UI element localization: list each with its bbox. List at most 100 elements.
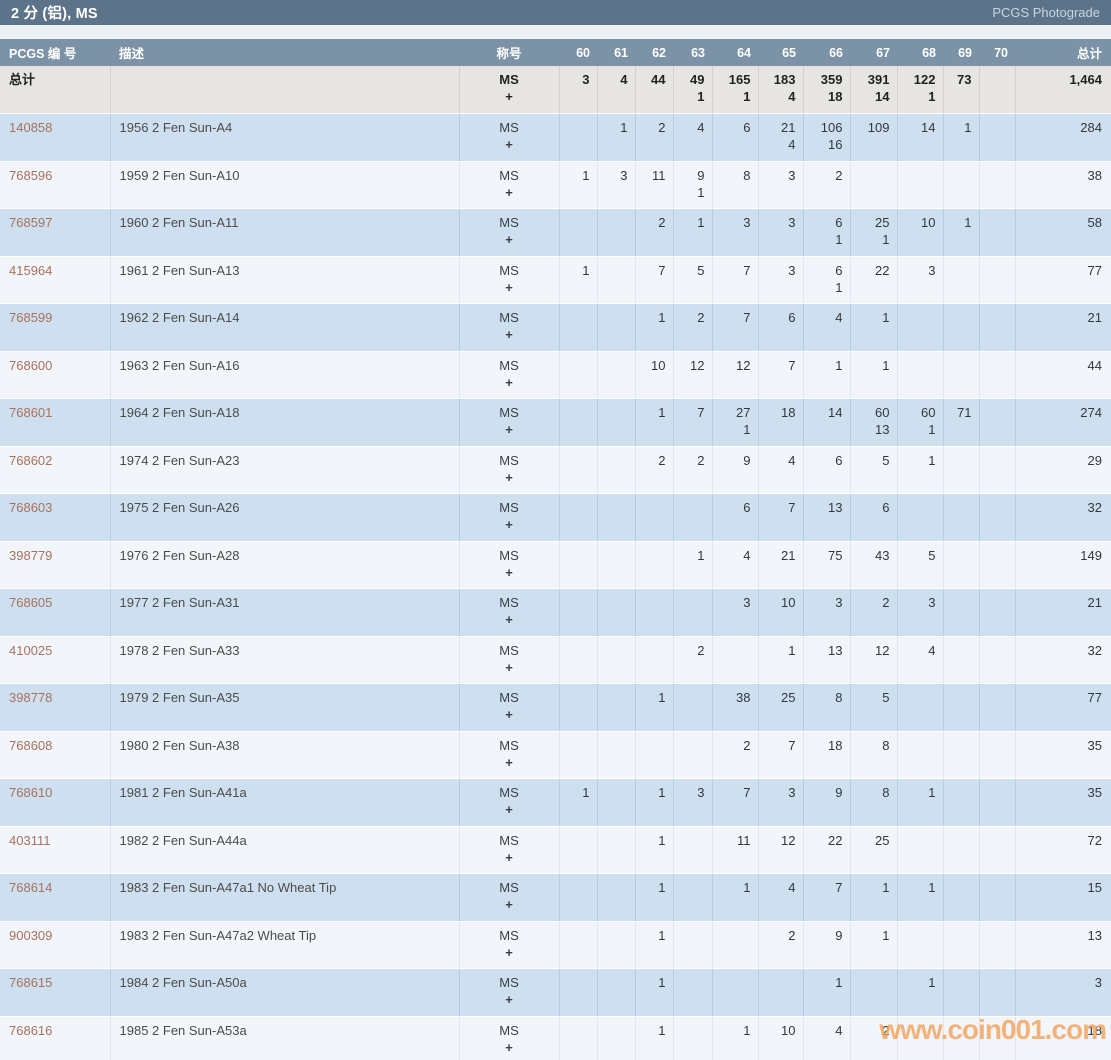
grade-63-cell: 1 — [672, 208, 712, 257]
row-total: 77 — [1014, 683, 1111, 732]
grade-ms-count — [981, 832, 1008, 849]
row-total: 15 — [1014, 873, 1111, 922]
grade-ms-count: 1 — [658, 927, 666, 943]
grade-61-cell — [596, 208, 635, 257]
designation-ms-label: MS — [499, 547, 519, 563]
grade-60-cell — [558, 113, 597, 162]
grade-67-cell: 60 13 — [849, 398, 897, 447]
pcgs-number-link[interactable]: 900309 — [9, 927, 53, 943]
pcgs-number-link[interactable]: 768615 — [9, 975, 53, 990]
grade-plus-count — [714, 991, 751, 1008]
grade-plus-count — [805, 611, 843, 628]
grade-ms-count: 25 — [875, 215, 890, 230]
pcgs-number-link[interactable]: 768596 — [9, 167, 53, 183]
grade-ms-count — [760, 974, 796, 991]
grade-plus-count — [561, 516, 590, 533]
grade-plus-count — [599, 1039, 628, 1056]
grade-64-cell: 3 — [711, 208, 758, 257]
grade-plus-count — [899, 374, 936, 391]
grade-plus-count — [561, 88, 590, 105]
coin-description: 1978 2 Fen Sun-A33 — [109, 636, 459, 684]
grade-plus-count — [599, 231, 628, 248]
pcgs-number-link[interactable]: 768614 — [9, 880, 53, 895]
pcgs-number-link[interactable]: 415964 — [9, 262, 53, 278]
table-row: 768608 1980 2 Fen Sun-A38 MS +2 7 18 8 35 — [0, 731, 1111, 779]
coin-description: 1983 2 Fen Sun-A47a2 Wheat Tip — [109, 921, 459, 969]
pcgs-number-link[interactable]: 768610 — [9, 785, 53, 800]
grade-plus-count — [599, 896, 628, 913]
pcgs-number-link[interactable]: 768608 — [9, 737, 53, 753]
photograde-link[interactable]: PCGS Photograde — [992, 5, 1100, 20]
grade-63-cell: 3 — [672, 778, 712, 827]
grade-70-cell — [978, 683, 1015, 732]
table-row: 768599 1962 2 Fen Sun-A14 MS +1 2 7 6 4 1 21 — [0, 303, 1111, 352]
grade-ms-count — [675, 1022, 705, 1039]
grade-ms-count — [561, 1022, 590, 1039]
pcgs-number-cell: 768599 — [0, 303, 110, 352]
grade-ms-count — [561, 737, 590, 754]
grade-plus-count — [675, 706, 705, 723]
grade-ms-count — [675, 927, 705, 944]
grade-69-cell — [942, 826, 979, 874]
grade-64-cell: 9 — [711, 446, 758, 494]
grade-ms-count: 5 — [928, 547, 936, 563]
table-row: 398779 1976 2 Fen Sun-A28 MS +1 4 21 75 43 5 149 — [0, 541, 1111, 589]
grade-plus-count — [945, 991, 972, 1008]
grade-plus-count — [899, 184, 936, 201]
pcgs-number-link[interactable]: 768600 — [9, 357, 53, 373]
grade-66-cell: 13 — [802, 636, 850, 684]
grade-plus-count — [945, 231, 972, 248]
grade-plus-count — [561, 184, 590, 201]
pcgs-number-link[interactable]: 140858 — [9, 120, 53, 135]
grade-ms-count — [981, 119, 1008, 136]
grade-plus-count — [852, 374, 890, 391]
pcgs-number-link[interactable]: 768605 — [9, 595, 53, 610]
grade-68-cell — [896, 351, 943, 399]
designation-ms-label: MS — [499, 975, 519, 990]
grade-plus-count — [805, 421, 843, 438]
pcgs-number-link[interactable]: 768603 — [9, 500, 53, 515]
grade-ms-count: 1 — [658, 975, 666, 990]
grade-ms-count: 2 — [697, 310, 705, 325]
pcgs-number-link[interactable]: 768602 — [9, 452, 53, 468]
grade-plus-count — [945, 564, 972, 581]
pcgs-number-link[interactable]: 768597 — [9, 215, 53, 230]
designation-ms-label: MS — [499, 832, 519, 848]
grade-plus-count — [981, 184, 1008, 201]
grade-69-cell — [942, 351, 979, 399]
pcgs-number-link[interactable]: 768616 — [9, 1022, 53, 1038]
grade-62-cell: 1 — [634, 303, 673, 352]
pcgs-number-link[interactable]: 403111 — [9, 832, 51, 848]
grade-ms-count — [945, 167, 972, 184]
grade-plus-count — [852, 706, 890, 723]
grade-ms-count — [981, 547, 1008, 564]
grade-69-cell: 73 — [942, 66, 979, 114]
grade-plus-count — [637, 184, 666, 201]
grade-plus-count — [714, 944, 751, 961]
grade-ms-count: 1 — [697, 215, 705, 230]
grade-64-cell: 38 — [711, 683, 758, 732]
pcgs-number-link[interactable]: 768599 — [9, 310, 53, 325]
grade-62-cell: 1 — [634, 826, 673, 874]
grade-plus-count — [805, 754, 843, 771]
grade-plus-count — [561, 611, 590, 628]
grade-62-cell: 11 — [634, 161, 673, 209]
coin-description: 1956 2 Fen Sun-A4 — [109, 113, 459, 162]
grade-64-cell: 3 — [711, 588, 758, 637]
pcgs-number-link[interactable]: 410025 — [9, 642, 53, 658]
grade-plus-count — [760, 611, 796, 628]
grade-ms-count: 1 — [658, 880, 666, 895]
pcgs-number-cell: 415964 — [0, 256, 110, 304]
pcgs-number-link[interactable]: 768601 — [9, 405, 53, 420]
pcgs-number-cell: 403111 — [0, 826, 110, 874]
pcgs-number-link[interactable]: 398779 — [9, 547, 53, 563]
designation-cell: MS + — [458, 636, 559, 684]
pcgs-number-link[interactable]: 398778 — [9, 690, 53, 705]
grade-70-cell — [978, 968, 1015, 1017]
grade-plus-count — [599, 374, 628, 391]
grade-70-cell — [978, 731, 1015, 779]
grade-ms-count: 13 — [828, 500, 843, 515]
grade-plus-count — [981, 564, 1008, 581]
grade-plus-count — [675, 231, 705, 248]
grade-plus-count — [714, 516, 751, 533]
